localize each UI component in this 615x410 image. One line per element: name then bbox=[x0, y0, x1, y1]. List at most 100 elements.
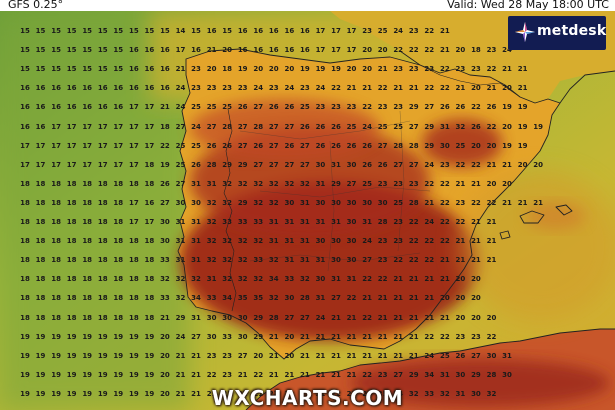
temperature-value: 26 bbox=[206, 141, 217, 150]
temperature-value: 30 bbox=[315, 160, 326, 169]
temperature-value: 31 bbox=[191, 313, 201, 322]
temperature-value: 18 bbox=[113, 198, 124, 207]
temperature-value: 20 bbox=[517, 160, 528, 169]
temperature-value: 22 bbox=[455, 218, 466, 226]
temperature-value: 19 bbox=[113, 351, 124, 360]
temperature-value: 20 bbox=[439, 294, 450, 303]
temperature-value: 30 bbox=[362, 198, 372, 207]
temperature-value: 30 bbox=[346, 237, 357, 246]
temperature-value: 27 bbox=[175, 122, 186, 131]
temperature-value: 19 bbox=[66, 370, 77, 379]
temperature-value: 29 bbox=[408, 103, 419, 112]
temperature-value: 19 bbox=[20, 332, 30, 341]
temperature-value: 18 bbox=[66, 256, 77, 265]
temperature-value: 16 bbox=[35, 122, 46, 131]
temperature-value: 18 bbox=[160, 122, 170, 131]
temperature-value: 23 bbox=[346, 389, 357, 398]
temperature-value: 31 bbox=[300, 256, 310, 265]
temperature-value: 35 bbox=[253, 294, 264, 303]
temperature-value: 33 bbox=[424, 389, 435, 398]
temperature-value: 20 bbox=[502, 84, 512, 93]
temperature-value: 26 bbox=[362, 141, 372, 150]
temperature-value: 23 bbox=[408, 179, 419, 188]
temperature-value: 18 bbox=[97, 237, 108, 246]
temperature-value: 33 bbox=[160, 256, 170, 265]
temperature-value: 26 bbox=[362, 160, 372, 169]
temperature-value: 21 bbox=[486, 160, 497, 169]
temperature-value: 30 bbox=[160, 218, 170, 226]
temperature-value: 16 bbox=[268, 46, 279, 55]
temperature-value: 32 bbox=[175, 275, 186, 284]
temperature-value: 18 bbox=[20, 179, 30, 188]
temperature-value: 14 bbox=[175, 27, 186, 35]
temperature-value: 30 bbox=[206, 313, 217, 322]
temperature-value: 32 bbox=[191, 275, 201, 284]
temperature-value: 16 bbox=[160, 65, 170, 74]
temperature-value: 19 bbox=[517, 103, 528, 112]
temperature-value: 21 bbox=[315, 389, 326, 398]
temperature-value: 24 bbox=[362, 389, 372, 398]
temperature-value: 30 bbox=[331, 198, 341, 207]
metdesk-logo[interactable]: metdesk bbox=[508, 16, 606, 50]
temperature-value: 21 bbox=[408, 275, 419, 284]
temperature-value: 27 bbox=[237, 351, 248, 360]
temperature-value: 15 bbox=[35, 46, 46, 55]
temperature-value: 21 bbox=[300, 351, 310, 360]
temperature-value: 24 bbox=[253, 84, 264, 93]
temperature-value: 32 bbox=[160, 275, 170, 284]
temperature-value: 22 bbox=[455, 160, 466, 169]
temperature-value: 32 bbox=[439, 389, 450, 398]
temperature-value: 15 bbox=[82, 65, 93, 74]
temperature-value: 18 bbox=[471, 46, 481, 55]
temperature-value: 22 bbox=[424, 27, 435, 35]
temperature-value: 30 bbox=[346, 256, 357, 265]
temperature-value: 23 bbox=[455, 332, 466, 341]
temperature-value: 29 bbox=[237, 160, 248, 169]
temperature-value: 22 bbox=[439, 237, 450, 246]
temperature-value: 27 bbox=[160, 198, 170, 207]
temperature-value: 18 bbox=[97, 198, 108, 207]
temperature-value: 25 bbox=[346, 122, 357, 131]
temperature-value: 26 bbox=[331, 122, 341, 131]
temperature-value: 18 bbox=[144, 275, 155, 284]
temperature-value: 34 bbox=[222, 294, 233, 303]
temperature-value: 23 bbox=[377, 370, 388, 379]
temperature-value: 22 bbox=[408, 256, 419, 265]
temperature-value: 27 bbox=[268, 122, 279, 131]
temperature-value: 31 bbox=[331, 218, 341, 226]
temperature-value: 26 bbox=[331, 141, 341, 150]
temperature-value: 17 bbox=[128, 160, 139, 169]
temperature-value: 21 bbox=[517, 198, 528, 207]
temperature-value: 18 bbox=[97, 275, 108, 284]
temperature-value: 30 bbox=[315, 198, 326, 207]
portugal-border bbox=[223, 108, 237, 312]
temperature-value: 24 bbox=[424, 160, 435, 169]
temperature-value: 21 bbox=[160, 103, 170, 112]
temperature-value: 17 bbox=[51, 141, 61, 150]
temperature-value: 20 bbox=[471, 275, 481, 284]
temperature-value: 18 bbox=[144, 256, 155, 265]
temperature-value: 25 bbox=[191, 141, 201, 150]
temperature-value: 28 bbox=[486, 370, 497, 379]
temperature-value: 15 bbox=[97, 27, 108, 35]
temperature-value: 23 bbox=[191, 84, 201, 93]
temperature-value: 21 bbox=[284, 389, 295, 398]
temperature-value: 19 bbox=[160, 160, 170, 169]
temperature-value: 19 bbox=[20, 389, 30, 398]
temperature-value: 18 bbox=[144, 294, 155, 303]
temperature-value: 21 bbox=[268, 332, 279, 341]
temperature-value: 21 bbox=[284, 370, 295, 379]
temperature-value: 33 bbox=[237, 218, 248, 226]
temperature-value: 27 bbox=[253, 160, 264, 169]
temperature-value: 21 bbox=[502, 65, 512, 74]
temperature-value: 17 bbox=[35, 141, 46, 150]
temperature-value: 16 bbox=[128, 46, 139, 55]
temperature-value: 31 bbox=[206, 275, 217, 284]
temperature-value: 18 bbox=[20, 256, 30, 265]
temperature-value: 25 bbox=[439, 351, 450, 360]
temperature-value: 16 bbox=[97, 84, 108, 93]
temperature-value: 15 bbox=[66, 65, 77, 74]
temperature-value: 19 bbox=[144, 389, 155, 398]
temperature-value: 15 bbox=[97, 46, 108, 55]
temperature-value: 16 bbox=[253, 46, 264, 55]
